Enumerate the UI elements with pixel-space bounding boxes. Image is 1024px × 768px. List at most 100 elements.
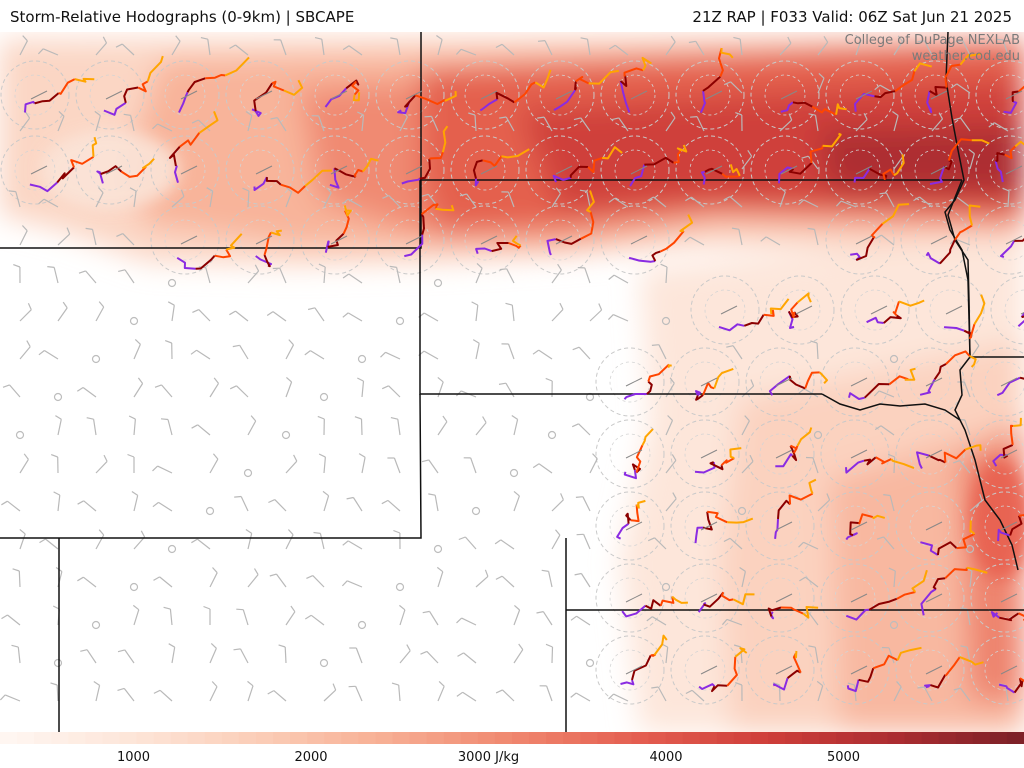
hodograph [324,79,361,108]
wind-barb [463,457,477,474]
wind-barb [731,227,743,246]
colorbar-segment [768,732,786,744]
storm-motion-vector [850,665,868,675]
colorbar-segment [733,732,752,744]
hodograph [397,90,457,115]
hodograph-segment [786,669,802,679]
wind-barb [209,567,218,588]
hodograph-segment [845,608,870,621]
hodograph-segment [699,90,707,113]
colorbar-segment [580,732,598,744]
storm-motion-vector [700,593,718,603]
wind-barb [12,568,21,588]
hodograph-segment [472,159,483,179]
colorbar-segment [290,732,308,744]
wind-barb [128,415,136,436]
range-ring [684,649,726,691]
wind-barb [50,682,59,702]
wind-barb [346,496,363,512]
range-ring [914,149,956,191]
hodograph-segment [930,674,947,689]
hodograph-segment [588,69,619,85]
storm-motion-vector [625,593,643,603]
hodograph-segment [855,236,875,262]
wind-barb [38,198,59,208]
storm-motion-vector [630,90,648,100]
hodograph-segment [179,132,201,148]
hodograph-segment [943,448,966,463]
wind-barb [513,604,521,626]
hodograph-segment [623,393,647,400]
hodograph-segment [631,654,652,681]
wind-barb [579,189,591,208]
range-ring [0,135,70,205]
hodograph [324,205,352,253]
colorbar-segment [460,732,479,744]
range-ring [750,60,820,130]
range-ring [609,649,651,691]
hodograph-segment [479,98,498,112]
wind-barb [532,463,553,474]
wind-barb [190,349,211,360]
wind-barb [499,116,515,132]
hodograph-segment [635,499,646,509]
wind-barb [537,40,553,56]
wind-barb [459,193,477,208]
hodograph-segment [667,364,672,368]
hodograph-segment [718,47,724,77]
range-ring [984,433,1024,475]
hodograph [943,294,986,340]
wind-barb [545,643,554,664]
hodograph-segment [1018,612,1024,621]
range-ring [970,347,1024,417]
wind-barb [424,115,439,132]
hodograph [176,233,243,270]
wind-barb [570,615,591,626]
range-ring [970,419,1024,489]
hodograph-segment [773,677,789,691]
wind-barb [968,148,975,170]
map-panel[interactable] [0,32,1024,732]
hodograph-segment [1003,100,1018,114]
hodograph-segment [120,166,147,178]
wind-barb [304,614,325,626]
wind-barb [847,682,857,702]
colorbar-segment [85,732,103,744]
range-ring [14,149,56,191]
hodograph-segment [651,250,661,262]
hodograph [854,62,932,112]
hodograph-segment [768,375,791,396]
wind-barb [665,415,674,436]
wind-barb [660,263,668,284]
range-ring [670,635,740,705]
range-ring [990,275,1024,345]
range-ring [609,505,651,547]
wind-barb [86,417,97,436]
wind-barb [475,416,487,436]
range-ring [970,635,1024,705]
range-ring [900,60,970,130]
hodograph-segment [959,52,982,66]
hodograph-segment [727,517,754,524]
hodograph-segment [353,169,364,178]
calm-wind-marker [433,278,443,288]
wind-barb [163,606,173,626]
hodograph [553,69,619,111]
range-ring [765,275,835,345]
hodograph [404,203,455,258]
wind-barb [209,681,218,702]
wind-barb [2,384,21,398]
storm-motion-vector [1005,235,1023,245]
hodograph-segment [679,214,694,232]
hodograph-segment [780,101,794,113]
hodograph [924,656,984,689]
range-ring [684,361,726,403]
wind-barb [318,453,326,474]
hodograph-segment [327,232,345,248]
hodograph [775,427,813,468]
wind-barb [342,45,363,56]
hodograph-segment [625,512,632,524]
range-ring [895,419,965,489]
colorbar-segment [546,732,564,744]
range-ring [600,205,670,275]
